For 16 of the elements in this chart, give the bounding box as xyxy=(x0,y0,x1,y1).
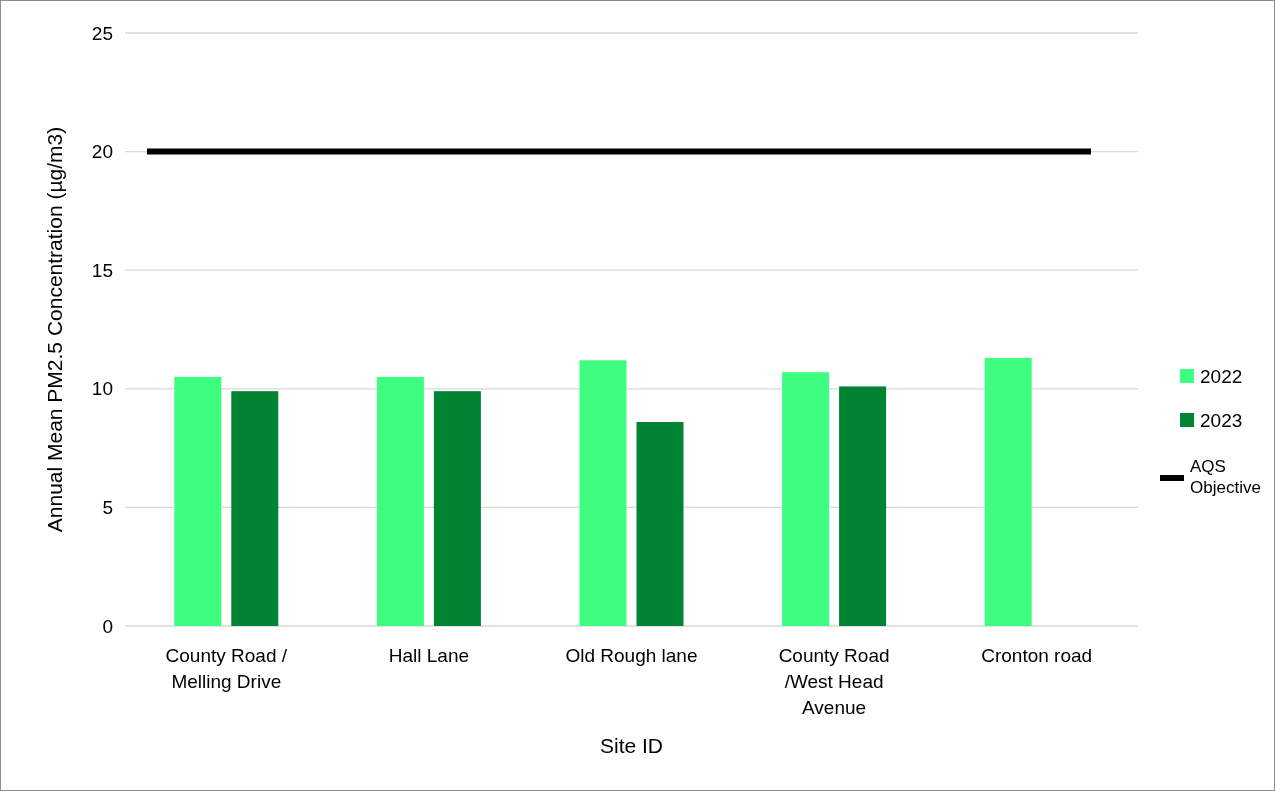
y-tick-label: 15 xyxy=(91,259,113,281)
x-tick-label: Old Rough lane xyxy=(565,645,698,666)
y-tick-label: 0 xyxy=(102,615,113,637)
legend-label: 2022 xyxy=(1200,365,1243,387)
x-tick-label: County Road / Melling Drive xyxy=(165,645,288,692)
x-axis-title: Site ID xyxy=(599,734,664,757)
x-tick-label: Cronton road xyxy=(981,645,1093,666)
legend-label: AQS Objective xyxy=(1190,457,1261,497)
y-axis-title: Annual Mean PM2.5 Concentration (µg/m3) xyxy=(43,126,66,533)
x-tick-label: Hall Lane xyxy=(388,645,470,666)
y-tick-label: 10 xyxy=(91,378,113,400)
y-tick-label: 25 xyxy=(91,22,113,44)
legend-label: 2023 xyxy=(1200,409,1243,431)
y-tick-label: 20 xyxy=(91,141,113,163)
x-tick-label: County Road /West Head Avenue xyxy=(778,645,890,718)
y-tick-label: 5 xyxy=(102,497,113,519)
